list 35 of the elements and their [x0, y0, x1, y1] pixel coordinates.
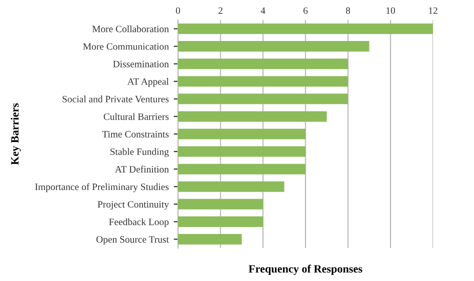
x-tick-label: 6	[303, 7, 308, 14]
y-tick-label: Time Constraints	[102, 130, 169, 138]
x-tick-label: 8	[346, 7, 350, 14]
x-tick-label: 4	[260, 7, 266, 14]
bar	[178, 94, 348, 104]
bar	[178, 111, 327, 122]
bar	[178, 146, 306, 157]
y-tick-label: Project Continuity	[98, 201, 169, 210]
bar	[178, 198, 263, 210]
bar	[178, 58, 348, 70]
bar	[178, 41, 370, 52]
y-tick-label: Importance of Preliminary Studies	[35, 183, 169, 192]
y-tick-label: AT Definition	[114, 166, 169, 173]
bar	[178, 76, 348, 87]
y-tick-label: Dissemination	[113, 60, 169, 68]
bar	[178, 181, 284, 192]
x-tick-label: 0	[176, 7, 180, 14]
y-axis-title: Key Barriers	[10, 103, 21, 165]
x-tick-label: 2	[218, 7, 222, 14]
y-tick-label: Cultural Barriers	[104, 113, 169, 120]
x-tick-label: 12	[428, 7, 438, 14]
y-tick-label: Social and Private Ventures	[62, 96, 169, 102]
bar	[178, 24, 433, 34]
x-tick-label: 10	[386, 7, 395, 14]
y-tick-label: Feedback Loop	[109, 218, 169, 228]
y-tick-label: Open Source Trust	[96, 236, 169, 245]
bar	[178, 128, 306, 140]
bar	[178, 216, 263, 227]
x-axis-title: Frequency of Responses	[248, 264, 362, 275]
bar	[178, 234, 242, 244]
y-tick-label: More Communication	[83, 43, 169, 50]
y-tick-label: More Collaboration	[92, 25, 169, 32]
y-tick-label: AT Appeal	[127, 78, 169, 87]
y-tick-label: Stable Funding	[110, 148, 169, 158]
bar	[178, 164, 306, 174]
